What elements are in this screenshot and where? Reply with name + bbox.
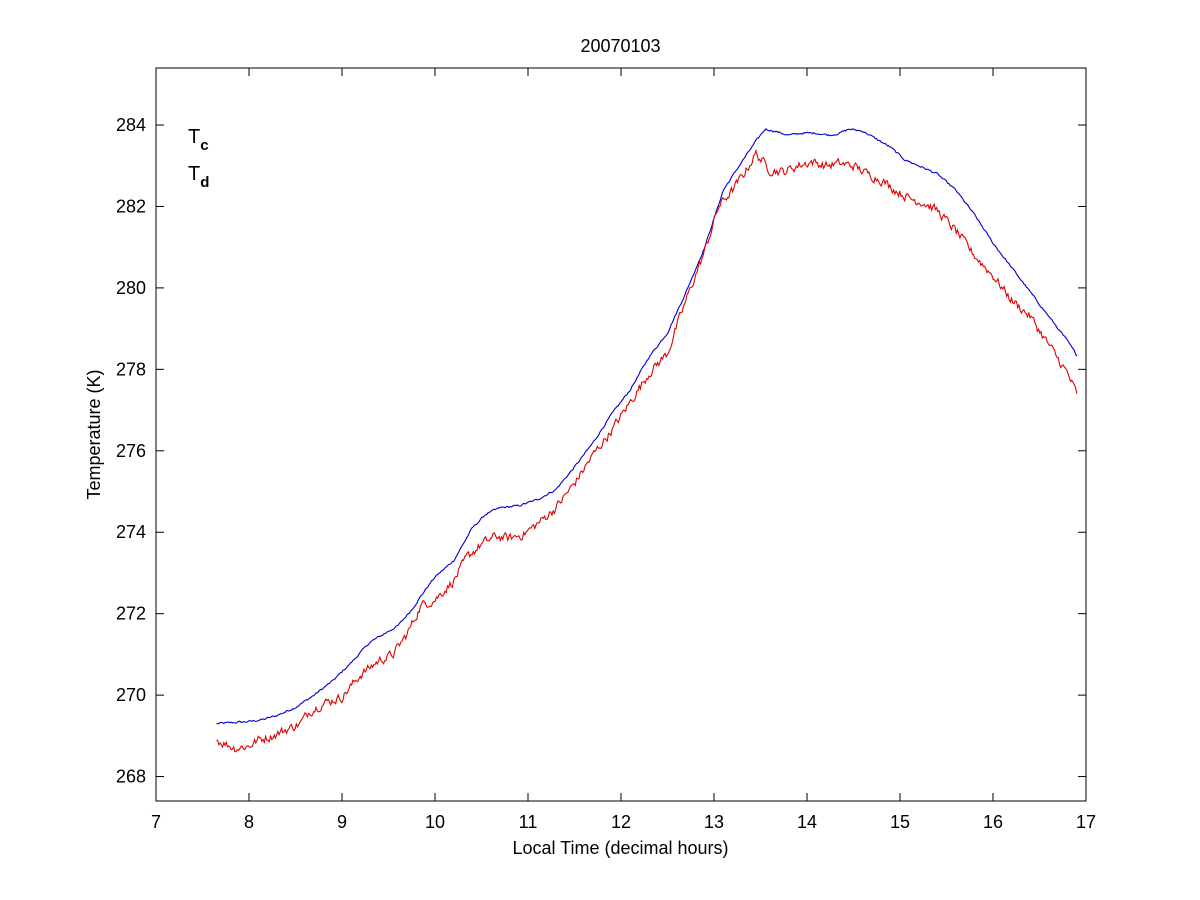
y-tick-label: 276 <box>116 441 146 461</box>
y-tick-label: 280 <box>116 278 146 298</box>
x-tick-label: 8 <box>244 812 254 832</box>
x-tick-label: 13 <box>704 812 724 832</box>
y-axis-ticks: 268 270 272 274 276 278 280 282 284 <box>116 115 1086 787</box>
plot-area <box>155 67 1087 802</box>
series-line-tc <box>216 128 1078 725</box>
y-tick-label: 272 <box>116 604 146 624</box>
legend-td-symbol: T <box>188 163 200 185</box>
y-tick-label: 268 <box>116 767 146 787</box>
y-tick-label: 270 <box>116 685 146 705</box>
x-tick-label: 16 <box>983 812 1003 832</box>
legend-tc-symbol: T <box>188 126 200 148</box>
x-tick-label: 15 <box>890 812 910 832</box>
y-tick-label: 284 <box>116 115 146 135</box>
legend-tc-subscript: c <box>200 137 208 154</box>
x-tick-label: 9 <box>337 812 347 832</box>
x-tick-label: 12 <box>611 812 631 832</box>
legend-entry-tc: Tc <box>188 126 209 154</box>
x-axis-label: Local Time (decimal hours) <box>512 838 728 858</box>
y-tick-label: 282 <box>116 196 146 216</box>
y-tick-label: 278 <box>116 359 146 379</box>
x-tick-label: 7 <box>151 812 161 832</box>
x-axis-ticks: 7 8 9 10 11 12 13 14 15 16 17 <box>151 68 1096 832</box>
x-tick-label: 14 <box>797 812 817 832</box>
chart-title: 20070103 <box>580 36 660 56</box>
y-axis-label: Temperature (K) <box>84 369 104 499</box>
x-tick-label: 17 <box>1076 812 1096 832</box>
legend: Tc Td <box>188 126 209 191</box>
series-layer <box>216 128 1078 753</box>
x-tick-label: 10 <box>425 812 445 832</box>
x-tick-label: 11 <box>519 812 538 832</box>
legend-entry-td: Td <box>188 163 209 191</box>
y-tick-label: 274 <box>116 522 146 542</box>
series-line-td <box>216 148 1078 753</box>
legend-td-subscript: d <box>200 174 209 191</box>
